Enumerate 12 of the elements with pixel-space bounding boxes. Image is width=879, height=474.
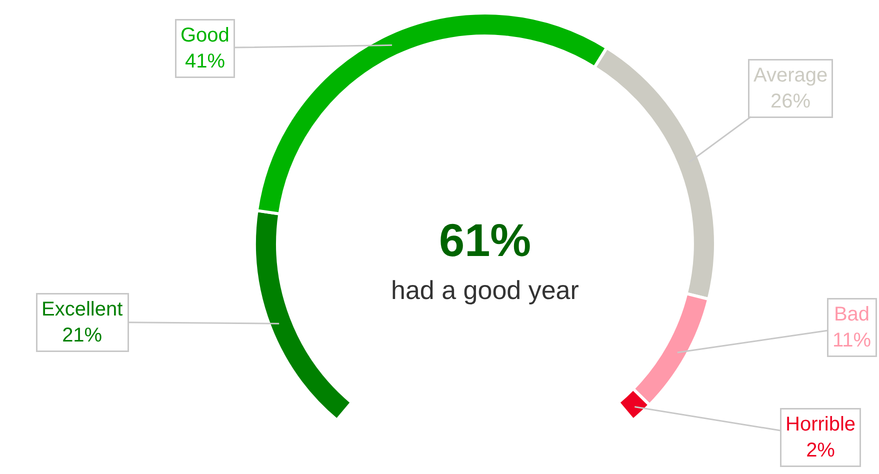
data-label: 2%	[806, 440, 836, 462]
slice-label: Good	[180, 24, 230, 46]
data-label: 11%	[832, 330, 872, 352]
data-label: 21%	[62, 324, 102, 346]
slice-label: Bad	[834, 304, 870, 326]
data-label: 26%	[770, 90, 811, 112]
slice-label: Average	[754, 64, 828, 86]
slice-label: Excellent	[42, 298, 124, 320]
text: had a good year	[391, 275, 580, 305]
text: 61%	[439, 214, 532, 266]
data-label: 41%	[184, 50, 226, 72]
slice-label: Horrible	[786, 414, 856, 436]
